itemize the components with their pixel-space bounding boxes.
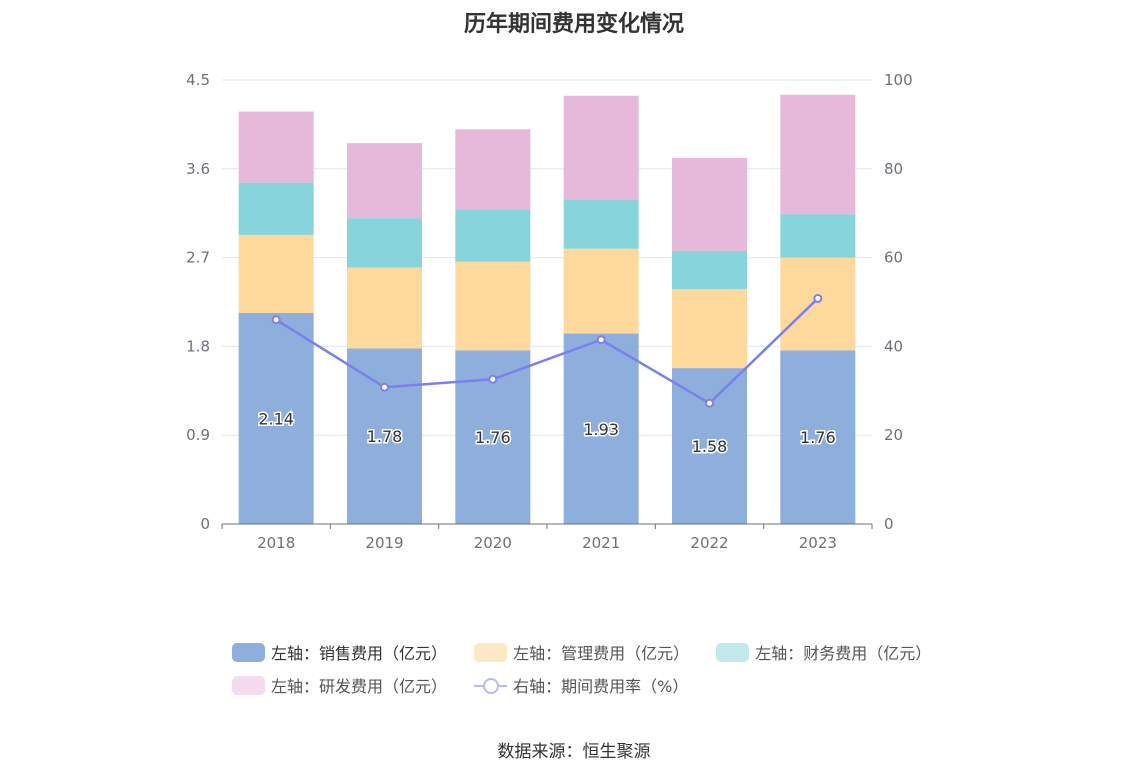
x-tick-label: 2021: [582, 534, 620, 552]
x-tick-label: 2018: [257, 534, 295, 552]
y-left-tick-label: 4.5: [186, 71, 210, 89]
bar-admin-2021: [563, 248, 639, 334]
bar-finance-2022: [672, 250, 747, 290]
grid-lines: [222, 79, 872, 436]
y-left-tick-label: 3.6: [186, 160, 210, 178]
data-label-sales: 1.58: [692, 437, 728, 456]
x-tick-label: 2023: [799, 534, 837, 552]
point-expense-rate-2019: [380, 382, 389, 392]
data-labels: 2.14 1.78 1.76 1.93 1.58 1.76: [257, 408, 837, 458]
data-label-sales: 1.76: [475, 428, 511, 447]
legend-item-finance[interactable]: 左轴：财务费用（亿元）: [716, 640, 931, 664]
bar-admin-2023: [780, 257, 856, 351]
bar-sales-2018: [238, 312, 314, 524]
y-left-tick-label: 0: [200, 515, 210, 533]
y-left-tick-label: 0.9: [186, 426, 210, 444]
legend-label-finance: 左轴：财务费用（亿元）: [755, 644, 932, 663]
x-tick-label: 2019: [365, 534, 403, 552]
point-expense-rate-2022: [705, 398, 714, 408]
bar-sales-2022: [672, 368, 747, 524]
bar-finance-2020: [455, 209, 531, 262]
bar-rnd-2019: [347, 143, 422, 219]
legend-swatch-rnd: [232, 675, 265, 695]
x-tick-label: 2020: [474, 534, 512, 552]
data-label-sales: 1.76: [800, 428, 836, 447]
legend-item-admin[interactable]: 左轴：管理费用（亿元）: [474, 640, 689, 664]
y-right-tick-label: 80: [884, 160, 903, 178]
y-right-tick-label: 20: [884, 426, 903, 444]
bar-finance-2018: [238, 182, 314, 235]
legend-swatch-admin: [474, 642, 508, 662]
bar-rnd-2023: [780, 94, 856, 215]
legend-label-expense-rate: 右轴：期间费用率（%）: [513, 677, 689, 696]
data-label-sales: 2.14: [258, 409, 294, 428]
data-source: 数据来源：恒生聚源: [497, 742, 651, 762]
bar-rnd-2022: [672, 157, 747, 251]
axes: 0 0.9 1.8 2.7 3.6 4.5 0 20 40 60 80 100 2018 2019 2020…: [186, 71, 913, 552]
legend-swatch-sales: [232, 642, 265, 662]
y-left-tick-label: 2.7: [186, 249, 210, 267]
bar-rnd-2018: [238, 111, 314, 183]
point-expense-rate-2023: [813, 293, 823, 303]
chart-title: 历年期间费用变化情况: [463, 12, 684, 37]
legend-label-sales: 左轴：销售费用（亿元）: [271, 644, 448, 663]
legend-line-icon: [474, 676, 508, 695]
point-expense-rate-2018: [271, 315, 281, 325]
legend-label-admin: 左轴：管理费用（亿元）: [513, 644, 690, 663]
bar-finance-2019: [347, 218, 422, 268]
bar-admin-2018: [238, 234, 314, 313]
y-right-tick-label: 0: [884, 515, 894, 533]
y-left-tick-label: 1.8: [186, 337, 210, 355]
bar-rnd-2020: [455, 129, 531, 210]
y-right-tick-label: 40: [884, 337, 903, 355]
bar-finance-2023: [780, 214, 856, 258]
bar-sales-2021: [563, 333, 639, 524]
bar-sales-2023: [780, 350, 856, 524]
legend-row-2: 左轴：研发费用（亿元） 右轴：期间费用率（%）: [232, 673, 710, 697]
bar-rnd-2021: [563, 95, 639, 200]
bar-admin-2020: [455, 261, 531, 351]
line-layer: [271, 293, 823, 408]
legend-item-expense-rate[interactable]: 右轴：期间费用率（%）: [474, 673, 688, 697]
point-expense-rate-2020: [488, 374, 498, 384]
legend-label-rnd: 左轴：研发费用（亿元）: [271, 677, 448, 696]
x-tick-label: 2022: [690, 534, 728, 552]
line-expense-rate: [275, 297, 819, 405]
bar-admin-2019: [347, 267, 422, 349]
legend-item-rnd[interactable]: 左轴：研发费用（亿元）: [232, 673, 447, 697]
legend-row-1: 左轴：销售费用（亿元） 左轴：管理费用（亿元） 左轴：财务费用（亿元）: [232, 640, 953, 664]
bar-layer: [238, 94, 856, 524]
legend-swatch-finance: [716, 642, 750, 662]
y-right-tick-label: 60: [884, 249, 903, 267]
data-label-sales: 1.93: [583, 420, 619, 439]
bar-finance-2021: [563, 199, 639, 249]
bar-admin-2022: [672, 289, 747, 369]
point-expense-rate-2021: [596, 335, 606, 345]
bar-sales-2019: [347, 348, 422, 524]
y-right-tick-label: 100: [884, 71, 913, 89]
data-label-sales: 1.78: [367, 427, 403, 446]
legend-item-sales[interactable]: 左轴：销售费用（亿元）: [232, 640, 447, 664]
